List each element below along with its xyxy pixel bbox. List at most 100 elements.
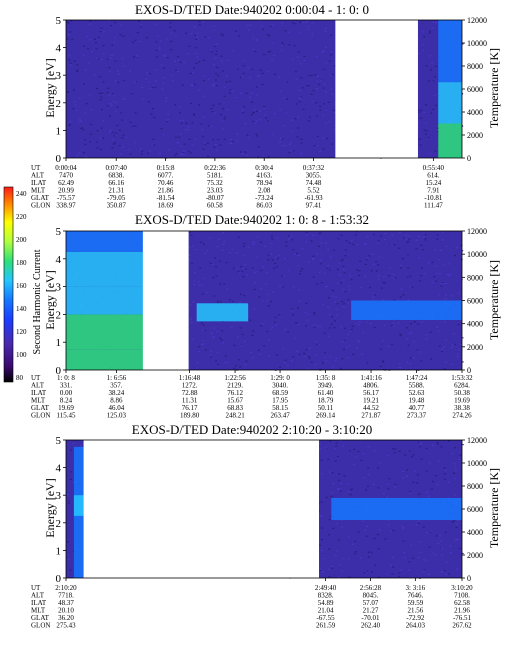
heatmap-cell: [69, 62, 72, 64]
heatmap-cell: [313, 145, 316, 147]
heatmap-cell: [407, 299, 410, 301]
heatmap-cell: [307, 313, 310, 316]
heatmap-cell: [325, 46, 327, 48]
heatmap-cell: [274, 262, 277, 264]
heatmap-cell: [267, 254, 270, 256]
heatmap-cell: [152, 138, 155, 140]
heatmap-cell: [181, 84, 184, 86]
heatmap-cell: [162, 77, 165, 79]
heatmap-cell: [108, 67, 111, 69]
heatmap-cell: [190, 321, 193, 323]
heatmap-cell: [180, 133, 183, 135]
heatmap-cell: [343, 348, 345, 351]
y2-tick-label: 2000: [467, 343, 483, 352]
heatmap-cell: [331, 290, 334, 292]
heatmap-cell: [67, 494, 70, 496]
heatmap-cell: [422, 44, 425, 46]
heatmap-cell: [67, 91, 70, 94]
heatmap-cell: [382, 360, 384, 362]
heatmap-cell: [231, 248, 234, 251]
heatmap-cell: [342, 279, 345, 281]
heatmap-cell: [68, 55, 71, 57]
heatmap-cell: [394, 277, 397, 279]
heatmap-cell: [330, 88, 333, 90]
heatmap-cell: [329, 356, 332, 358]
heatmap-cell: [369, 287, 371, 289]
heatmap-cell: [154, 23, 157, 25]
table-cell: 2129.: [227, 382, 243, 390]
heatmap-cell: [224, 355, 227, 357]
table-cell: 78.94: [256, 179, 272, 187]
heatmap-cell: [297, 265, 300, 267]
heatmap-cell: [455, 539, 458, 541]
heatmap-cell: [115, 134, 118, 136]
heatmap-cell: [354, 234, 357, 236]
heatmap-cell: [206, 250, 209, 252]
heatmap-cell: [436, 234, 439, 236]
heatmap-cell: [407, 267, 410, 269]
heatmap-cell: [149, 87, 152, 90]
table-row-label: GLAT: [31, 404, 50, 412]
heatmap-cell: [339, 488, 342, 490]
heatmap-cell: [358, 340, 361, 342]
heatmap-cell: [259, 241, 262, 243]
heatmap-cell: [221, 60, 224, 62]
heatmap-cell: [402, 528, 405, 530]
table-cell: 338.97: [56, 202, 76, 210]
heatmap-cell: [265, 283, 268, 285]
table-cell: 2:10:20: [55, 584, 77, 592]
heatmap-cell: [316, 253, 318, 255]
heatmap-cell: [139, 26, 142, 28]
heatmap-cell: [418, 257, 420, 259]
panel-1-y2label: Temperature [K]: [487, 48, 501, 128]
heatmap-cell: [461, 337, 464, 339]
heatmap-cell: [219, 337, 222, 339]
heatmap-cell: [70, 449, 73, 451]
heatmap-cell: [338, 262, 341, 265]
heatmap-cell: [134, 141, 137, 144]
heatmap-cell: [408, 561, 411, 563]
heatmap-cell: [445, 245, 448, 248]
heatmap-cell: [193, 280, 196, 282]
heatmap-cell: [399, 333, 402, 335]
heatmap-cell: [433, 94, 436, 97]
heatmap-cell: [117, 70, 120, 72]
heatmap-cell: [244, 268, 247, 270]
heatmap-cell: [328, 327, 331, 329]
heatmap-cell: [342, 265, 345, 267]
table-cell: 2:56:28: [360, 584, 382, 592]
heatmap-cell: [193, 67, 196, 69]
heatmap-cell: [216, 331, 219, 333]
y-tick-label: 2: [56, 98, 62, 110]
heatmap-cell: [209, 262, 212, 264]
heatmap-cell: [372, 483, 375, 485]
table-row-label: ILAT: [31, 389, 47, 397]
heatmap-cell: [424, 237, 427, 239]
heatmap-cell: [222, 108, 224, 110]
heatmap-cell: [424, 492, 427, 494]
heatmap-cell: [420, 244, 423, 246]
heatmap-cell: [367, 467, 370, 469]
heatmap-cell: [166, 57, 169, 59]
heatmap-cell: [398, 363, 401, 365]
heatmap-cell: [423, 111, 426, 113]
heatmap-cell: [90, 51, 93, 53]
heatmap-cell: [368, 551, 370, 553]
heatmap-cell: [425, 133, 427, 135]
heatmap-cell: [267, 156, 270, 158]
table-cell: 36.20: [58, 614, 74, 622]
heatmap-cell: [294, 337, 297, 339]
heatmap-cell: [102, 119, 105, 121]
heatmap-cell: [101, 108, 103, 111]
heatmap-cell: [137, 55, 140, 57]
heatmap-cell: [331, 93, 334, 95]
heatmap-cell: [147, 152, 150, 154]
heatmap-cell: [431, 282, 434, 284]
heatmap-cell: [214, 360, 217, 362]
heatmap-cell: [408, 235, 411, 237]
heatmap-cell: [322, 50, 325, 52]
heatmap-cell: [389, 530, 392, 532]
heatmap-cell: [400, 264, 403, 266]
heatmap-cell: [199, 267, 202, 269]
